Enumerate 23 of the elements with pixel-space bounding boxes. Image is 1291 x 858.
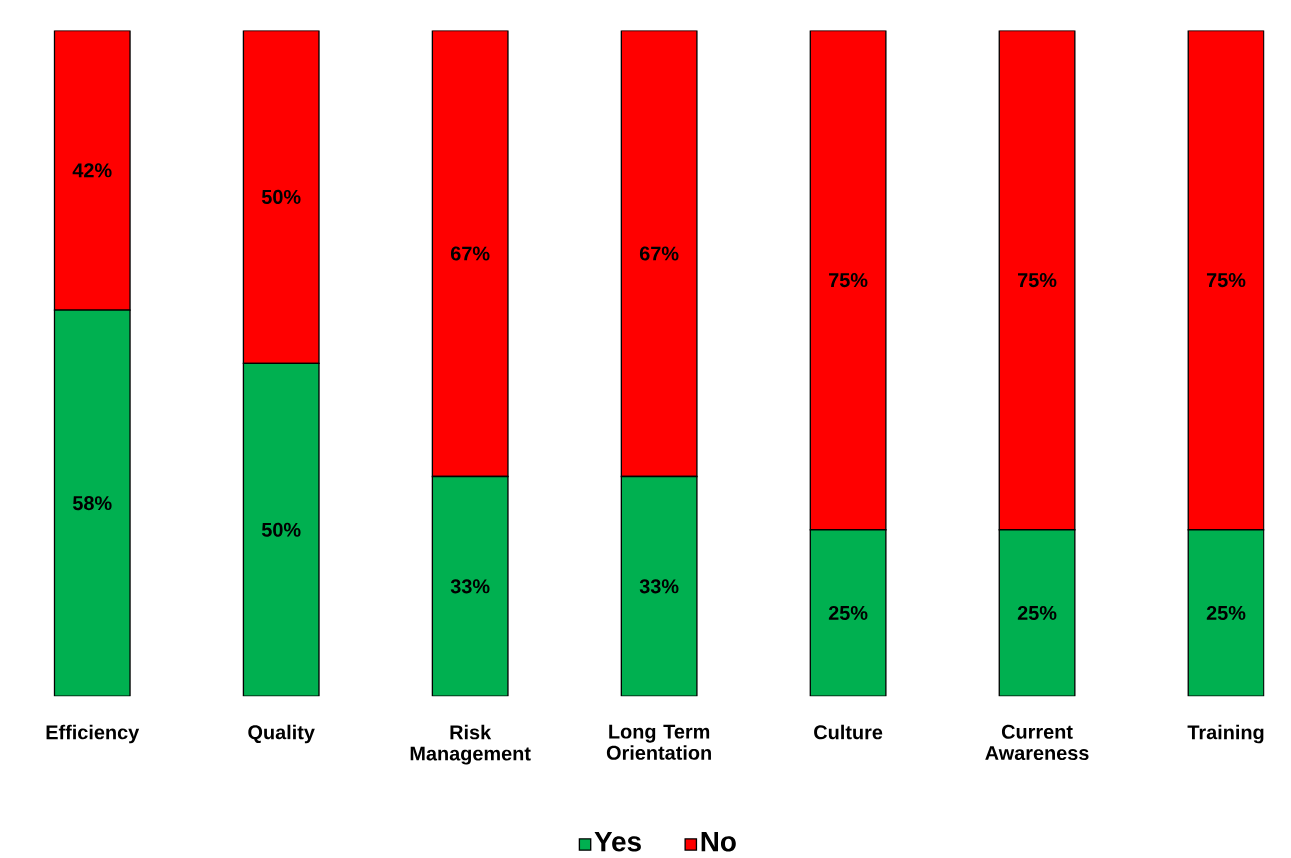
data-label: 42% — [72, 163, 112, 178]
data-label: 67% — [639, 246, 679, 261]
data-label: 50% — [261, 522, 301, 537]
data-label: 25% — [1017, 605, 1057, 621]
legend-label: Yes — [594, 832, 641, 852]
data-label: 75% — [829, 273, 868, 288]
x-tick-label: Quality — [248, 724, 315, 744]
data-label: 67% — [450, 246, 490, 261]
data-label: 33% — [639, 579, 679, 594]
data-label: 75% — [1018, 273, 1057, 288]
legend-label: No — [701, 832, 736, 852]
x-tick-label: Risk Management — [410, 724, 531, 765]
x-tick-label: Current Awareness — [985, 724, 1089, 761]
x-tick-label: Culture — [814, 724, 883, 740]
x-tick-label: Training — [1187, 724, 1264, 744]
data-label: 33% — [450, 579, 490, 594]
x-tick-label: Long Term Orientation — [606, 724, 711, 760]
data-label: 25% — [828, 605, 868, 621]
data-label: 25% — [1206, 605, 1246, 621]
data-label: 58% — [72, 496, 112, 511]
data-label: 75% — [1206, 273, 1246, 288]
data-label: 50% — [261, 189, 301, 204]
x-tick-label: Efficiency — [46, 724, 140, 744]
